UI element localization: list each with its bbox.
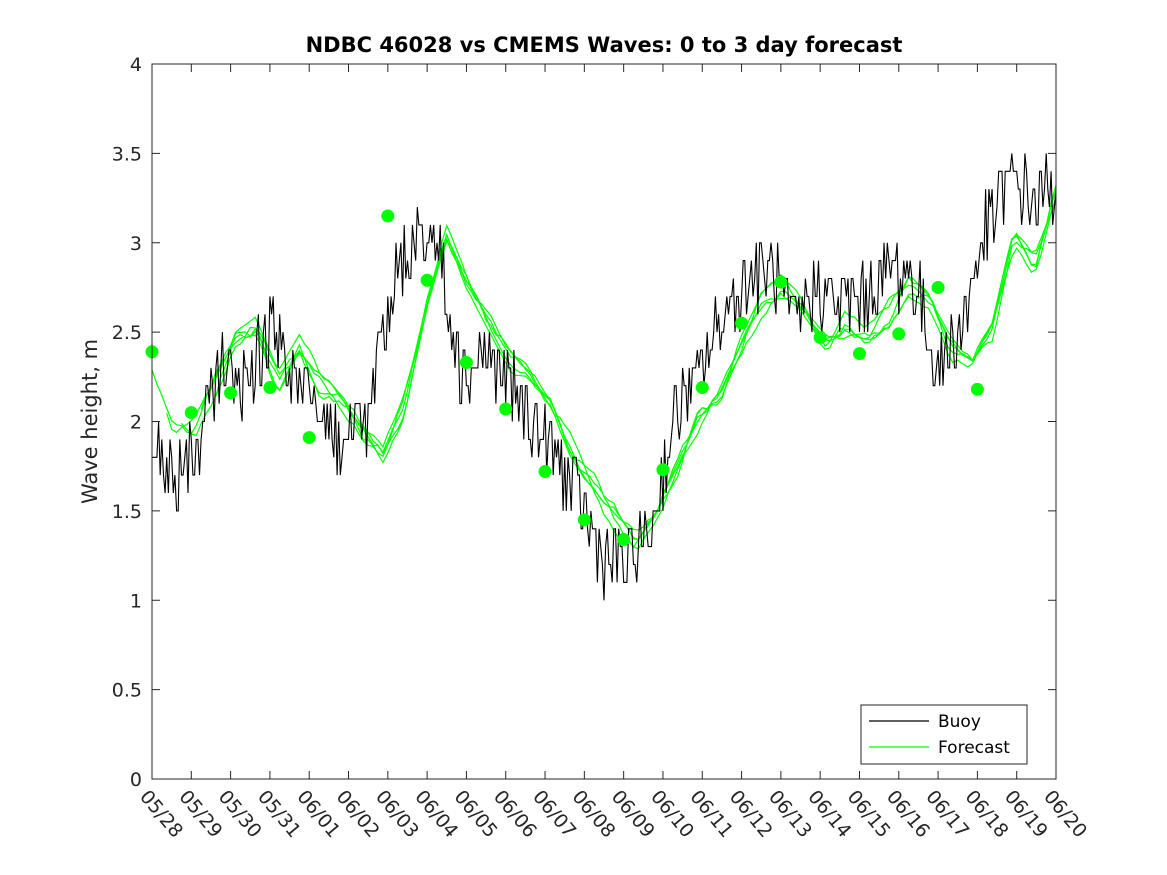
x-tick-label: 06/10 <box>646 786 698 842</box>
forecast-line <box>151 190 1057 531</box>
x-tick-label: 06/20 <box>1039 786 1091 842</box>
y-tick-label: 1 <box>130 590 142 612</box>
legend-box <box>860 704 1028 765</box>
forecast-start-marker <box>381 209 395 223</box>
y-tick-label: 2.5 <box>112 322 142 344</box>
x-tick-label: 05/31 <box>253 786 305 842</box>
x-tick-label: 06/05 <box>450 786 502 842</box>
forecast-start-marker <box>263 381 277 395</box>
legend-buoy-label: Buoy <box>938 712 981 732</box>
x-tick-label: 06/09 <box>607 786 659 842</box>
forecast-start-marker <box>656 463 670 477</box>
x-tick-label: 05/28 <box>135 786 187 842</box>
x-tick-label: 06/15 <box>843 786 895 842</box>
x-tick-label: 06/19 <box>1000 786 1052 842</box>
plot-area <box>145 153 1057 601</box>
y-tick-label: 3 <box>130 233 142 255</box>
y-tick-label: 3.5 <box>112 143 142 165</box>
x-tick-label: 06/03 <box>371 786 423 842</box>
x-tick-label: 06/12 <box>725 786 777 842</box>
forecast-start-marker <box>302 431 316 445</box>
y-tick-label: 2 <box>130 412 142 434</box>
forecast-start-marker <box>735 316 749 330</box>
x-tick-label: 06/17 <box>921 786 973 842</box>
x-tick-label: 05/30 <box>214 786 266 842</box>
x-tick-label: 06/14 <box>803 786 855 842</box>
x-tick-label: 06/02 <box>332 786 384 842</box>
y-tick-label: 0 <box>130 769 142 791</box>
y-tick-label: 4 <box>130 54 142 76</box>
x-tick-label: 06/18 <box>961 786 1013 842</box>
forecast-start-marker <box>695 381 709 395</box>
x-tick-label: 06/07 <box>528 786 580 842</box>
forecast-line <box>200 184 1057 541</box>
forecast-start-marker <box>774 275 788 289</box>
forecast-start-marker <box>538 465 552 479</box>
x-tick-label: 05/29 <box>174 786 226 842</box>
forecast-start-marker <box>970 382 984 396</box>
x-tick-label: 06/04 <box>410 786 462 842</box>
forecast-start-marker <box>499 402 513 416</box>
x-tick-label: 06/16 <box>882 786 934 842</box>
x-tick-label: 06/01 <box>292 786 344 842</box>
x-tick-label: 06/08 <box>568 786 620 842</box>
forecast-line <box>166 201 1057 551</box>
forecast-start-marker <box>852 347 866 361</box>
forecast-start-marker <box>184 406 198 420</box>
x-tick-label: 06/11 <box>685 786 737 842</box>
y-axis-label: Wave height, m <box>78 339 102 504</box>
buoy-line <box>152 153 1057 601</box>
x-tick-label: 06/13 <box>764 786 816 842</box>
forecast-line <box>215 197 1057 549</box>
forecast-start-marker <box>224 386 238 400</box>
forecast-start-marker <box>892 327 906 341</box>
forecast-start-marker <box>420 273 434 287</box>
forecast-start-marker <box>813 330 827 344</box>
forecast-start-marker <box>617 532 631 546</box>
plot-frame <box>151 63 1057 780</box>
x-tick-label: 06/06 <box>489 786 541 842</box>
chart-title: NDBC 46028 vs CMEMS Waves: 0 to 3 day fo… <box>306 33 903 57</box>
legend-forecast-label: Forecast <box>938 738 1010 758</box>
legend: Buoy Forecast <box>860 704 1028 765</box>
y-tick-label: 0.5 <box>112 680 142 702</box>
y-tick-label: 1.5 <box>112 501 142 523</box>
forecast-start-marker <box>459 356 473 370</box>
forecast-start-marker <box>931 280 945 294</box>
forecast-start-marker <box>577 513 591 527</box>
